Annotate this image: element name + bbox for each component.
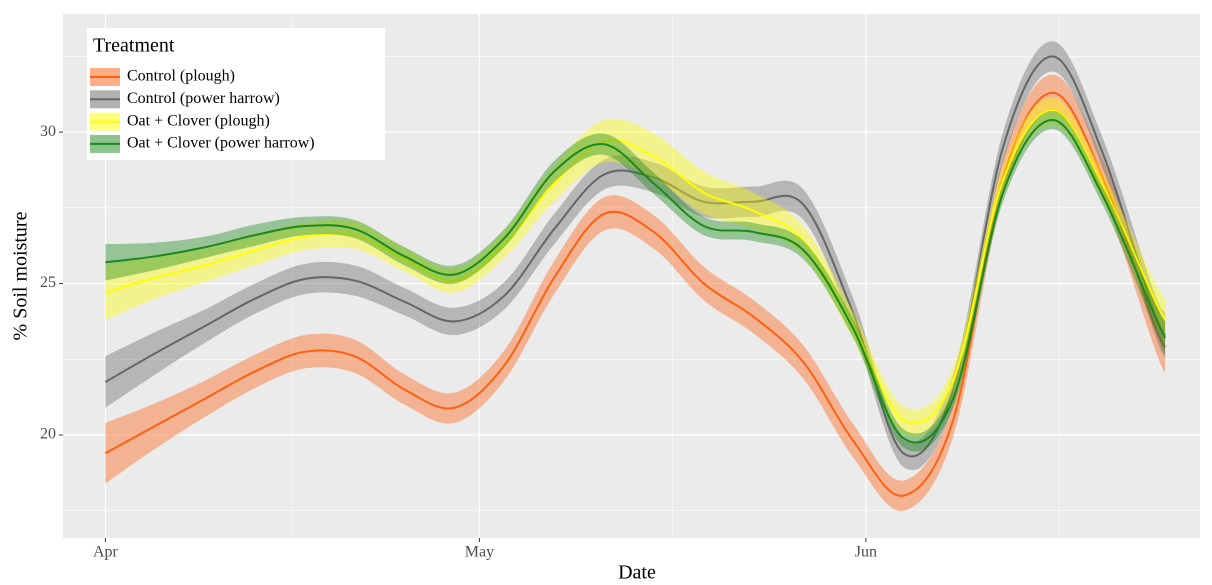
line (105, 109, 1166, 425)
x-tick-label: Jun (855, 544, 877, 561)
y-tick-label: 20 (40, 426, 56, 443)
legend-label: Oat + Clover (plough) (127, 112, 270, 129)
line (104, 91, 1166, 497)
y-axis-title: % Soil moisture (10, 211, 32, 340)
line (104, 55, 1166, 458)
line (105, 119, 1166, 444)
x-tick-label: May (465, 544, 494, 561)
y-tick-label: 30 (40, 123, 56, 140)
legend-label: Oat + Clover (power harrow) (127, 135, 315, 152)
legend-label: Control (power harrow) (127, 90, 280, 107)
x-tick-label: Apr (93, 544, 119, 561)
x-axis-title: Date (618, 562, 656, 584)
legend-label: Control (plough) (127, 68, 235, 85)
y-tick-label: 25 (40, 274, 56, 291)
legend-box (87, 28, 385, 160)
legend-title: Treatment (93, 35, 175, 57)
